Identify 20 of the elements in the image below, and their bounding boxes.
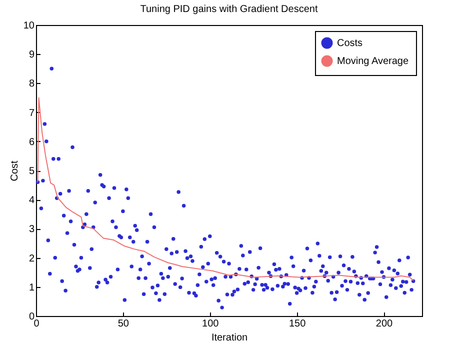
y-tick-label: 6 <box>28 136 35 148</box>
x-tick-label: 100 <box>202 318 220 330</box>
x-tick-label: 200 <box>376 318 394 330</box>
y-tick-label: 1 <box>28 282 35 294</box>
y-tick-label: 4 <box>28 195 35 206</box>
y-tick-label: 5 <box>28 166 35 177</box>
x-tick-label: 150 <box>288 318 306 330</box>
y-tick-label: 9 <box>28 50 35 61</box>
y-tick-label: 0 <box>28 312 35 322</box>
y-tick-label: 2 <box>28 253 35 264</box>
y-tick-label: 3 <box>28 224 35 236</box>
y-tick-label: 8 <box>28 78 35 90</box>
y-tick-label: 10 <box>23 20 35 32</box>
chart-title: Tuning PID gains with Gradient Descent <box>140 4 318 15</box>
legend-label: Costs <box>337 38 363 49</box>
x-tick-label: 50 <box>118 318 130 330</box>
y-axis-title: Cost <box>9 160 20 182</box>
legend-label: Moving Average <box>337 56 409 67</box>
x-axis-title: Iteration <box>211 332 248 344</box>
y-tick-label: 7 <box>28 108 35 119</box>
